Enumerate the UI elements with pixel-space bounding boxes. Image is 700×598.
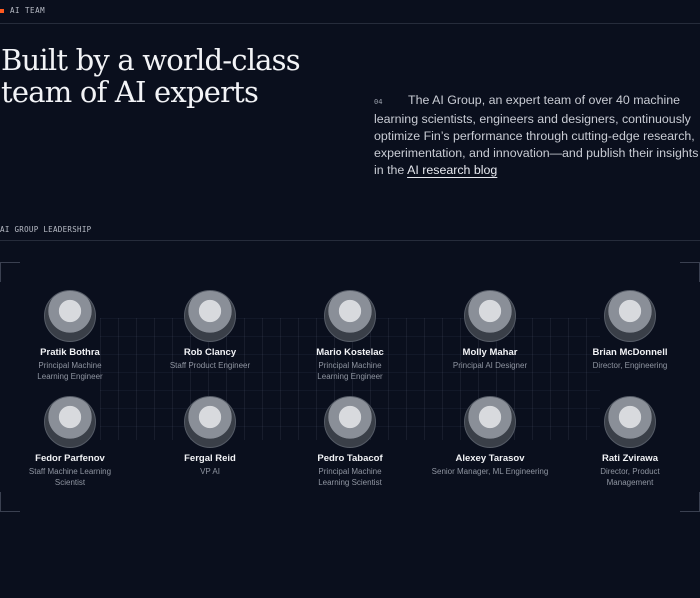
team-member-card: Rati Zvirawa Director, Product Management <box>560 396 700 488</box>
member-role: VP AI <box>200 467 220 476</box>
member-role: Director, Engineering <box>592 361 668 370</box>
team-member-card: Alexey Tarasov Senior Manager, ML Enginee… <box>420 396 560 477</box>
section-number: 04 <box>374 98 383 106</box>
member-name: Mario Kostelac <box>316 347 384 358</box>
ai-research-blog-link[interactable]: AI research blog <box>407 163 498 177</box>
page-title: Built by a world-class team of AI experts <box>1 43 301 109</box>
section-label: AI GROUP LEADERSHIP <box>0 225 92 234</box>
avatar <box>44 290 96 342</box>
member-role: Staff Machine Learning Scientist <box>28 467 112 487</box>
avatar <box>604 290 656 342</box>
team-member-card: Fergal Reid VP AI <box>140 396 280 477</box>
member-name: Pedro Tabacof <box>317 453 383 464</box>
avatar <box>184 290 236 342</box>
divider <box>0 240 700 241</box>
corner-bracket <box>0 492 20 512</box>
divider <box>0 23 700 24</box>
avatar <box>324 396 376 448</box>
member-name: Molly Mahar <box>462 347 518 358</box>
corner-bracket <box>680 262 700 282</box>
member-role: Principal AI Designer <box>452 361 528 370</box>
eyebrow-label: AI TEAM <box>10 6 46 15</box>
member-name: Brian McDonnell <box>592 347 668 358</box>
avatar <box>44 396 96 448</box>
avatar <box>324 290 376 342</box>
team-member-card: Rob Clancy Staff Product Engineer <box>140 290 280 371</box>
member-role: Senior Manager, ML Engineering <box>431 467 549 476</box>
member-name: Fedor Parfenov <box>35 453 105 464</box>
corner-bracket <box>680 492 700 512</box>
member-name: Rati Zvirawa <box>602 453 658 464</box>
member-role: Principal Machine Learning Engineer <box>37 361 103 381</box>
intro-paragraph: 04 The AI Group, an expert team of over 4… <box>374 92 700 179</box>
avatar <box>464 396 516 448</box>
member-role: Director, Product Management <box>600 467 660 487</box>
member-name: Pratik Bothra <box>40 347 100 358</box>
member-role: Principal Machine Learning Engineer <box>317 361 383 381</box>
member-name: Rob Clancy <box>183 347 237 358</box>
accent-square-icon <box>0 8 4 13</box>
team-member-card: Brian McDonnell Director, Engineering <box>560 290 700 371</box>
member-name: Fergal Reid <box>184 453 236 464</box>
avatar <box>464 290 516 342</box>
member-name: Alexey Tarasov <box>455 453 525 464</box>
section-eyebrow: AI TEAM <box>0 6 45 15</box>
team-member-card: Pratik Bothra Principal Machine Learning … <box>0 290 140 382</box>
intro-text: The AI Group, an expert team of over 40 … <box>374 93 699 177</box>
avatar <box>184 396 236 448</box>
team-member-card: Mario Kostelac Principal Machine Learning… <box>280 290 420 382</box>
member-role: Principal Machine Learning Scientist <box>318 467 382 487</box>
team-member-card: Pedro Tabacof Principal Machine Learning … <box>280 396 420 488</box>
avatar <box>604 396 656 448</box>
team-member-card: Molly Mahar Principal AI Designer <box>420 290 560 371</box>
member-role: Staff Product Engineer <box>169 361 251 370</box>
title-line-2: team of AI experts <box>1 75 259 109</box>
title-line-1: Built by a world-class <box>1 43 301 77</box>
team-member-card: Fedor Parfenov Staff Machine Learning Sci… <box>0 396 140 488</box>
corner-bracket <box>0 262 20 282</box>
